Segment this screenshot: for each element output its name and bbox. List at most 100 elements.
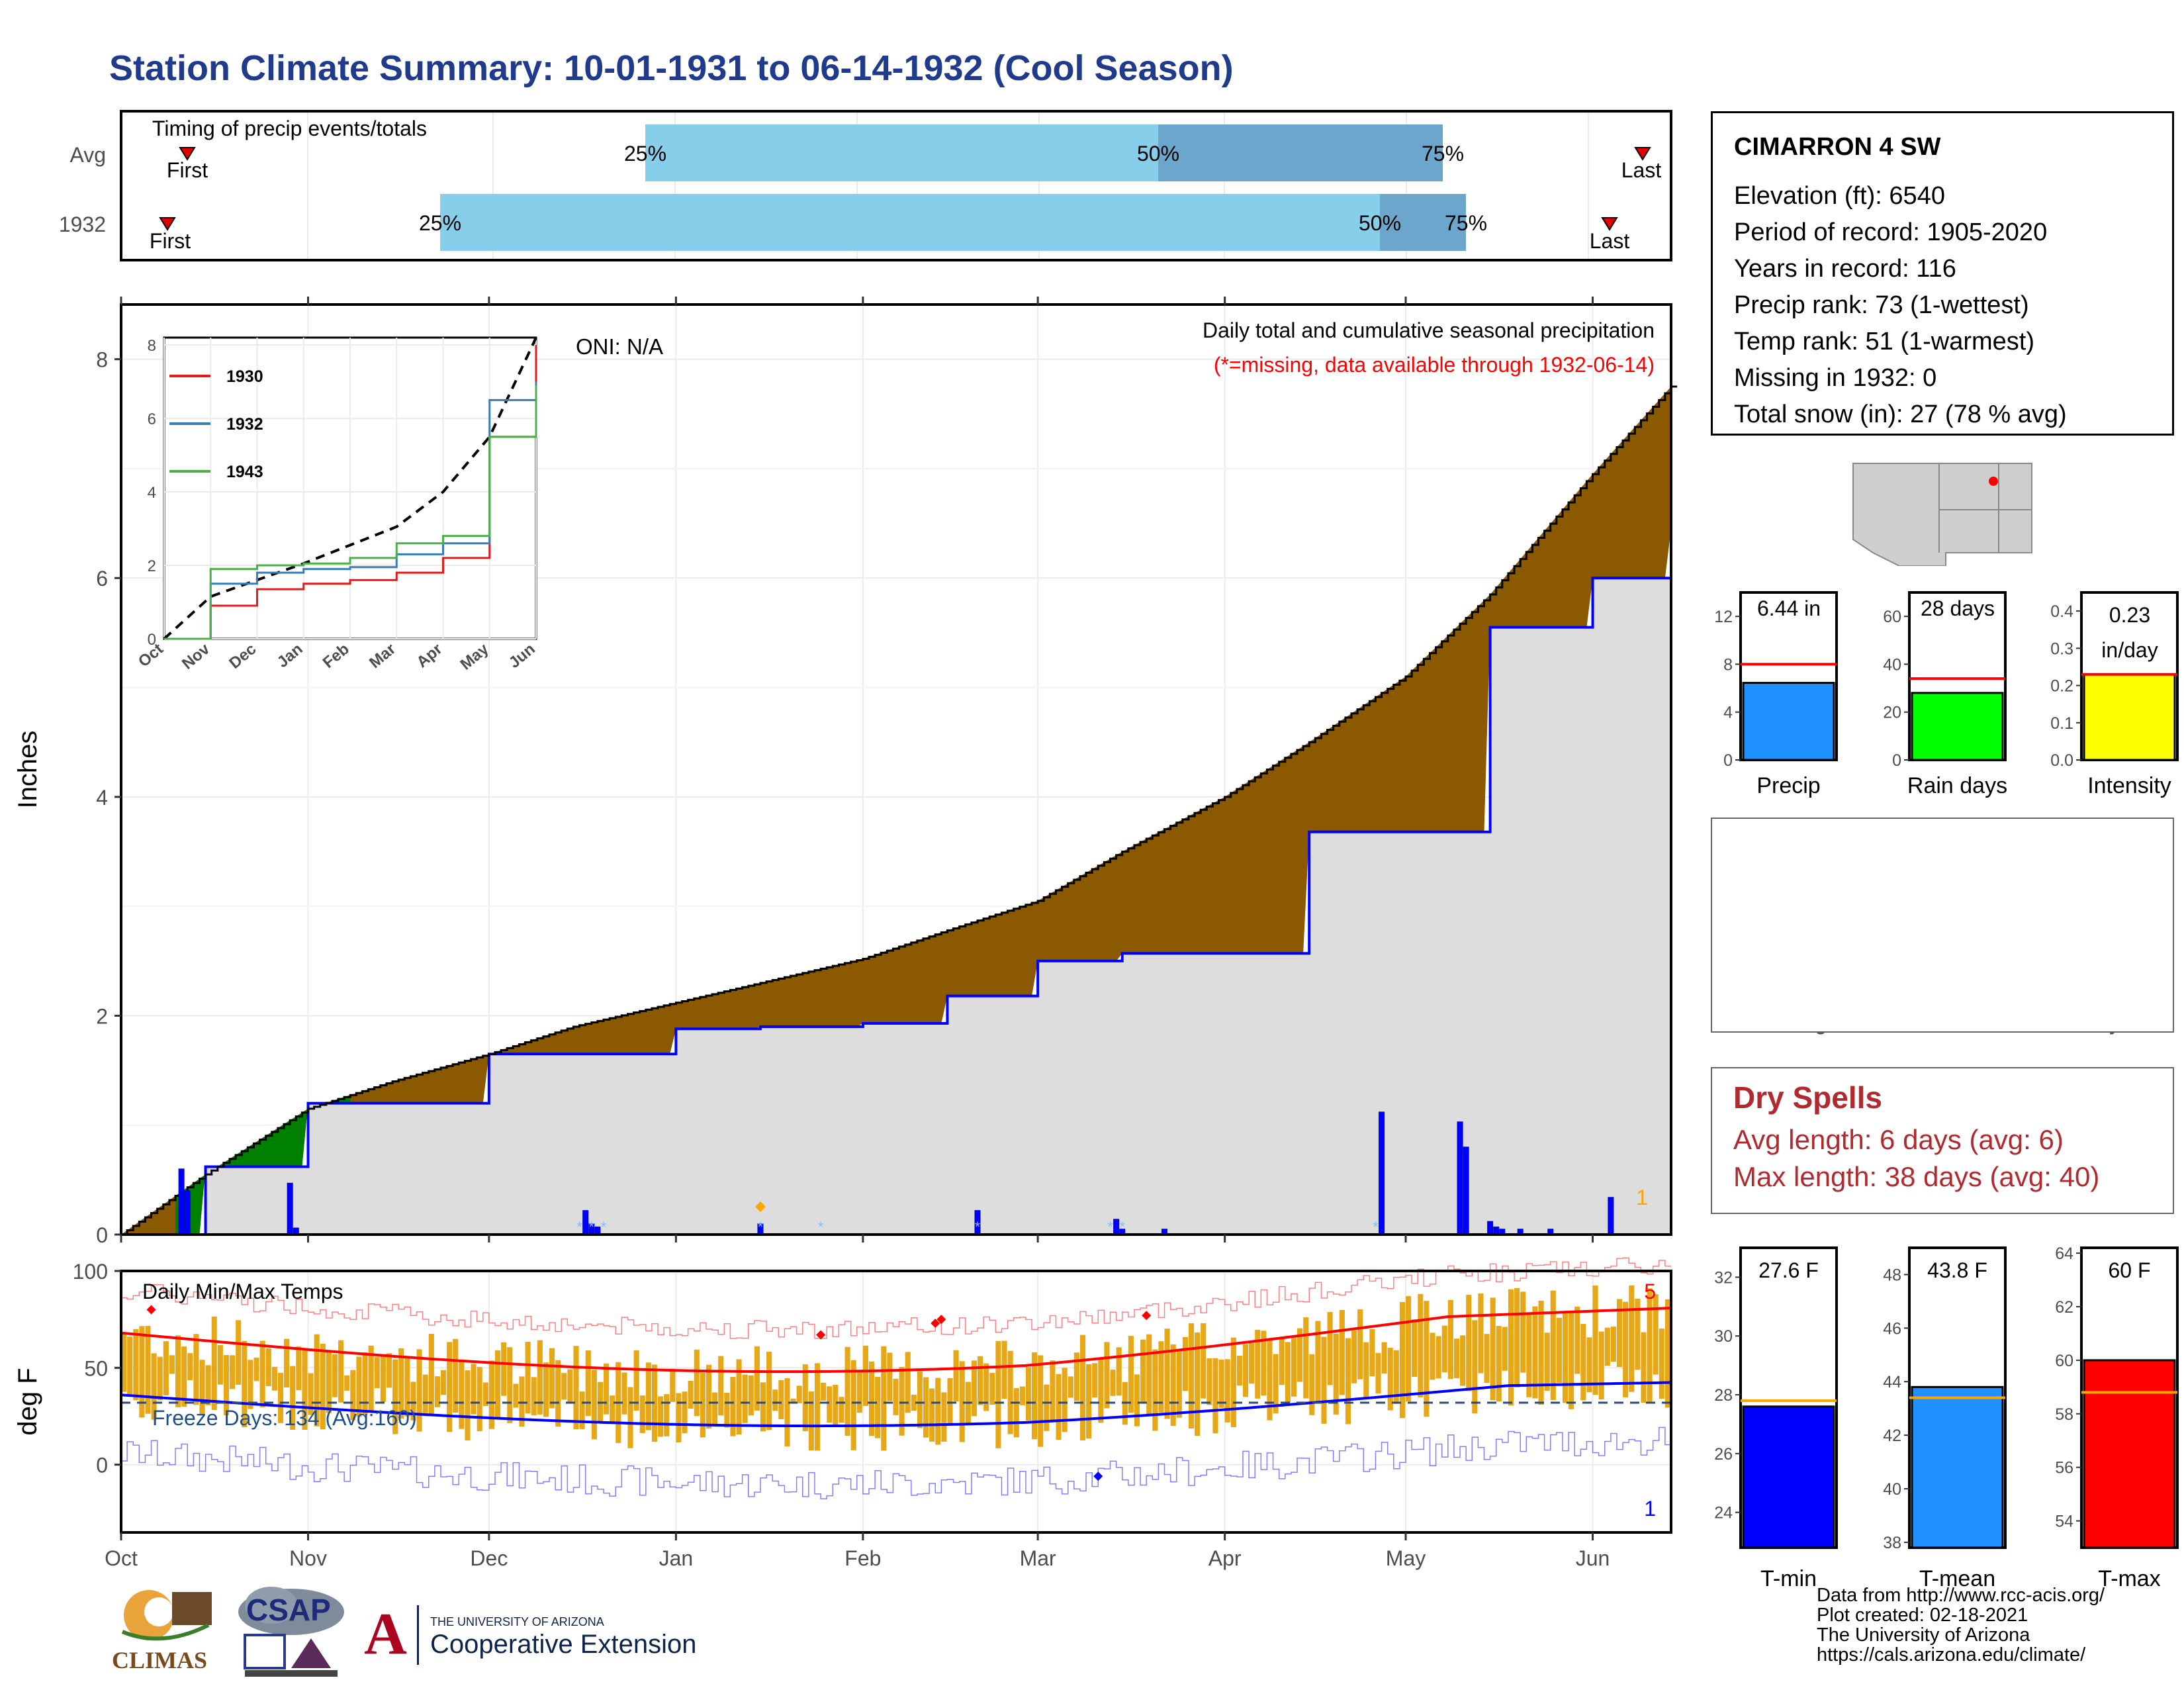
daily-temp-bar bbox=[1273, 1354, 1279, 1414]
daily-temp-bar bbox=[1224, 1359, 1230, 1423]
snow-marker: * bbox=[975, 1219, 981, 1235]
timing-panel: Avg 1932 Timing of precip events/totals 25%… bbox=[59, 110, 1672, 261]
daily-temp-bar bbox=[1623, 1301, 1629, 1397]
temp-stat-y-tick: 48 bbox=[1883, 1266, 1901, 1284]
daily-temp-bar bbox=[169, 1355, 175, 1374]
stat-category-label: Precip bbox=[1756, 773, 1820, 798]
temp-stat-y-tick: 58 bbox=[2055, 1405, 2073, 1424]
daily-temp-bar bbox=[1604, 1327, 1610, 1366]
daily-temp-bar bbox=[223, 1355, 230, 1416]
stat-bar bbox=[1742, 682, 1835, 761]
daily-temp-bar bbox=[833, 1384, 839, 1428]
daily-temp-bar bbox=[1255, 1329, 1261, 1399]
daily-temp-bar bbox=[374, 1357, 380, 1389]
daily-temp-bar bbox=[1044, 1384, 1050, 1431]
y1932-25-50-bar bbox=[440, 194, 1380, 251]
daily-temp-bar bbox=[139, 1326, 145, 1418]
daily-temp-bar bbox=[199, 1360, 205, 1415]
daily-temp-bar bbox=[453, 1338, 459, 1413]
snow-marker: * bbox=[576, 1219, 582, 1235]
daily-temp-bar bbox=[1001, 1340, 1007, 1399]
daily-temp-bar bbox=[416, 1349, 422, 1432]
record-high-marker bbox=[1142, 1311, 1152, 1321]
daily-temp-bar bbox=[1188, 1323, 1195, 1429]
stat-y-tick: 4 bbox=[1723, 704, 1733, 722]
daily-temp-bar bbox=[1212, 1358, 1218, 1434]
daily-temp-bar bbox=[1387, 1348, 1393, 1411]
snow-marker: * bbox=[589, 1219, 595, 1235]
year-cumulative-line bbox=[121, 528, 1672, 1236]
daily-temp-bar bbox=[1502, 1327, 1508, 1371]
daily-temp-bar bbox=[1134, 1374, 1140, 1427]
daily-temp-bar bbox=[682, 1391, 688, 1434]
temp-stat-y-tick: 24 bbox=[1714, 1504, 1733, 1523]
daily-temp-bar bbox=[1092, 1363, 1098, 1398]
daily-temp-bar bbox=[1315, 1321, 1321, 1403]
stat-y-tick: 0.1 bbox=[2050, 714, 2073, 733]
daily-temp-bar bbox=[1056, 1374, 1062, 1440]
daily-temp-bar bbox=[645, 1362, 651, 1430]
daily-temp-bar bbox=[893, 1378, 899, 1415]
daily-temp-bar bbox=[1110, 1370, 1116, 1396]
daily-temp-bar bbox=[724, 1393, 730, 1428]
first-label: First bbox=[150, 229, 191, 253]
daily-temp-bar bbox=[983, 1363, 989, 1411]
daily-temp-bar bbox=[748, 1375, 754, 1416]
temp-x-tick: Apr bbox=[1208, 1546, 1242, 1570]
record-max-line bbox=[121, 1257, 1671, 1339]
record-high-marker bbox=[146, 1305, 156, 1315]
temp-stat-y-tick: 32 bbox=[1714, 1268, 1733, 1287]
daily-temp-bar bbox=[664, 1394, 670, 1436]
daily-temp-bar bbox=[157, 1356, 163, 1401]
chart-note: Daily total and cumulative seasonal prec… bbox=[1203, 318, 1655, 342]
daily-temp-bar bbox=[1279, 1337, 1285, 1385]
dry-spells-box: Dry Spells Avg length: 6 days (avg: 6) M… bbox=[1711, 1067, 2174, 1214]
pct-label: 75% bbox=[1422, 142, 1464, 165]
daily-temp-bar bbox=[193, 1334, 199, 1405]
snow-marker: * bbox=[758, 1219, 764, 1235]
daily-temp-bar bbox=[1195, 1332, 1201, 1436]
stat-category-label: Intensity bbox=[2087, 773, 2171, 798]
daily-temp-bar bbox=[1406, 1296, 1412, 1402]
temp-x-tick: Dec bbox=[470, 1546, 508, 1570]
inset-legend-label: 1943 bbox=[226, 463, 263, 481]
daily-temp-bar bbox=[181, 1346, 187, 1407]
daily-temp-bar bbox=[488, 1360, 494, 1429]
temp-x-tick: Oct bbox=[105, 1546, 138, 1570]
daily-temp-bar bbox=[887, 1352, 893, 1401]
daily-temp-bar bbox=[1520, 1291, 1526, 1373]
inset-y-tick: 0 bbox=[148, 631, 156, 649]
temp-stat-value: 43.8 F bbox=[1927, 1258, 1987, 1282]
daily-temp-bar bbox=[1170, 1344, 1176, 1427]
y-tick-label: 8 bbox=[96, 348, 108, 372]
daily-temp-bar bbox=[730, 1377, 736, 1436]
temp-count-bottom: 1 bbox=[1644, 1497, 1656, 1521]
daily-temp-bar bbox=[1309, 1354, 1315, 1415]
station-info-box: CIMARRON 4 SW Elevation (ft): 6540 Period… bbox=[1711, 111, 2174, 436]
daily-precip-bar bbox=[1608, 1197, 1614, 1235]
stat-bar bbox=[2083, 673, 2176, 761]
stat-value-label: in/day bbox=[2101, 638, 2158, 662]
climas-logo-text: CLIMAS bbox=[112, 1647, 208, 1673]
daily-precip-bar bbox=[178, 1168, 185, 1235]
daily-temp-bar bbox=[705, 1364, 712, 1429]
temp-stat-y-tick: 28 bbox=[1714, 1386, 1733, 1405]
daily-temp-bar bbox=[1544, 1333, 1550, 1391]
daily-temp-bar bbox=[875, 1376, 881, 1438]
stat-y-tick: 20 bbox=[1883, 704, 1901, 722]
temp-stat-y-tick: 26 bbox=[1714, 1445, 1733, 1464]
daily-temp-bar bbox=[621, 1372, 627, 1415]
daily-temp-bar bbox=[700, 1372, 705, 1438]
daily-temp-bar bbox=[796, 1385, 802, 1403]
daily-temp-bar bbox=[350, 1370, 356, 1421]
daily-temp-bar bbox=[230, 1355, 236, 1389]
daily-temp-bar bbox=[935, 1378, 941, 1445]
daily-temp-bar bbox=[537, 1340, 543, 1415]
daily-temp-bar bbox=[1580, 1323, 1586, 1401]
last-label: Last bbox=[1621, 158, 1662, 182]
daily-temp-bar bbox=[1062, 1368, 1068, 1432]
station-detail-line: Missing in 1932: 0 bbox=[1734, 364, 1937, 392]
daily-temp-bar bbox=[1351, 1330, 1357, 1383]
daily-precip-bar bbox=[1487, 1221, 1494, 1235]
temp-stat-y-tick: 38 bbox=[1883, 1534, 1901, 1552]
